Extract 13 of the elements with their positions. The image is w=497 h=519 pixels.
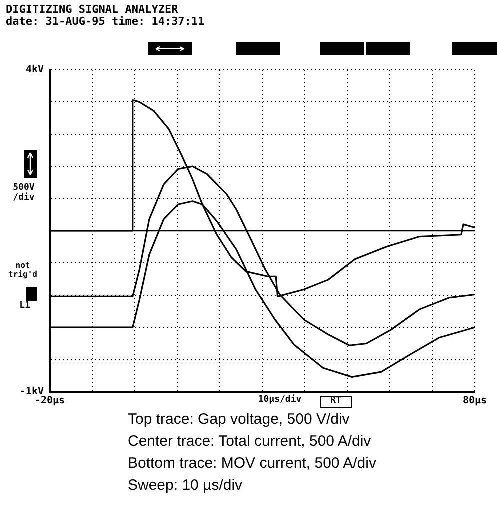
text: Center trace: Total current, 500 A/div (128, 433, 372, 450)
text: not trig'd (8, 261, 38, 280)
chart-subtitle: date: 31-AUG-95 time: 14:37:11 (6, 15, 205, 28)
x-tick-label: -20µs (34, 396, 66, 407)
y-tick-label: 4kV (26, 64, 44, 76)
text: 10µs/div (257, 395, 303, 406)
x-tick-label: 80µs (462, 396, 488, 407)
text: Bottom trace: MOV current, 500 A/div (128, 455, 378, 472)
text: L1 (18, 301, 32, 312)
text: 500V /div (12, 183, 36, 204)
text: Top trace: Gap voltage, 500 V/div (128, 411, 351, 428)
text: Sweep: 10 µs/div (128, 477, 244, 494)
chart-title: DIGITIZING SIGNAL ANALYZER (6, 3, 180, 16)
